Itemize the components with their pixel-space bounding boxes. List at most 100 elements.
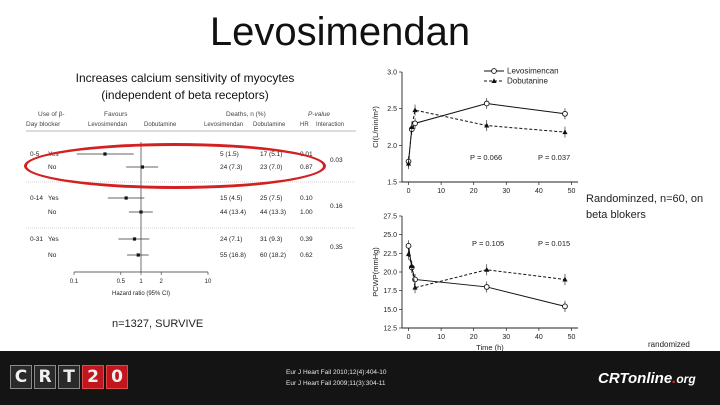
forest-tick-label: 0.5: [117, 279, 126, 285]
y-tick-label: 17.5: [383, 288, 397, 295]
x-tick-label: 10: [437, 334, 445, 341]
data-point: [409, 263, 415, 269]
row-dobu-deaths: 25 (7.5): [260, 195, 282, 202]
row-day: 0-31: [30, 236, 43, 243]
row-p-value: 0.62: [300, 252, 313, 259]
hr-point: [132, 237, 137, 241]
x-tick-label: 40: [535, 334, 543, 341]
x-tick-label: 0: [407, 334, 411, 341]
subtitle: Increases calcium sensitivity of myocyte…: [60, 70, 310, 104]
legend-label: Dobutanine: [507, 77, 548, 86]
highlight-oval: [24, 143, 326, 189]
subtitle-line-1: Increases calcium sensitivity of myocyte…: [75, 71, 295, 85]
row-levo-deaths: 44 (13.4): [220, 209, 246, 216]
p-annotation: P = 0.015: [538, 239, 570, 248]
logo-letter: 0: [106, 365, 128, 389]
y-axis-label: CI(L/min/m²): [371, 106, 380, 148]
forest-tick-label: 2: [159, 279, 163, 285]
x-tick-label: 10: [437, 188, 445, 195]
data-point: [412, 284, 418, 290]
row-dobu-deaths: 31 (9.3): [260, 236, 282, 243]
hr-point: [136, 253, 140, 257]
row-levo-deaths: 15 (4.5): [220, 195, 242, 202]
row-p-value: 0.39: [300, 236, 313, 243]
forest-axis: 0.1 0.5 1 2 10 Hazard ratio (95% CI): [70, 142, 212, 297]
series-line: [408, 245, 566, 307]
row-p-value: 1.00: [300, 209, 313, 216]
data-point: [562, 303, 568, 310]
x-tick-label: 20: [470, 188, 478, 195]
col-deaths-levo: Levosimendan: [204, 122, 243, 128]
logo-letter: T: [58, 365, 80, 389]
p-annotation: P = 0.066: [470, 153, 502, 162]
col-pvalue: P-value: [308, 111, 330, 118]
row-day: 0-14: [30, 195, 43, 202]
survive-note: n=1327, SURVIVE: [112, 318, 204, 330]
x-axis-label: Time (h): [476, 343, 504, 352]
x-tick-label: 0: [407, 188, 411, 195]
interaction-p-value: 0.03: [330, 157, 343, 164]
reference-1: Eur J Heart Fail 2010;12(4):404-10: [286, 369, 387, 376]
y-tick-label: 25.0: [383, 232, 397, 239]
references: Eur J Heart Fail 2010;12(4):404-10 Eur J…: [286, 367, 386, 389]
y-tick-label: 27.5: [383, 214, 397, 221]
data-point: [412, 120, 418, 127]
crtonline-logo[interactable]: CRTonline.org: [598, 370, 696, 387]
legend-marker: [491, 68, 497, 74]
interaction-p-value: 0.16: [330, 203, 343, 210]
row-dobu-deaths: 44 (13.3): [260, 209, 286, 216]
y-tick-label: 3.0: [387, 70, 397, 77]
y-tick-label: 20.0: [383, 270, 397, 277]
col-favours-dobu: Dobutamine: [144, 122, 177, 128]
data-point: [483, 100, 490, 107]
p-annotation: P = 0.105: [472, 239, 504, 248]
col-use-beta-2: Day blocker: [26, 121, 61, 128]
y-tick-label: 22.5: [383, 251, 397, 258]
crtonline-logo-dot: .: [672, 370, 677, 387]
logo-letter: 2: [82, 365, 104, 389]
data-point: [405, 243, 412, 249]
col-hr: HR: [300, 122, 309, 128]
p-annotation: P = 0.037: [538, 153, 570, 162]
col-use-beta-1: Use of β-: [38, 111, 65, 118]
hr-point: [124, 196, 128, 200]
x-tick-label: 20: [470, 334, 478, 341]
interaction-p-value: 0.35: [330, 244, 343, 251]
data-point: [562, 110, 568, 117]
col-interaction: Interaction: [316, 122, 344, 128]
y-tick-label: 15.0: [383, 307, 397, 314]
y-tick-label: 1.5: [387, 180, 397, 187]
row-levo-deaths: 24 (7.1): [220, 236, 242, 243]
y-tick-label: 2.5: [387, 106, 397, 113]
x-tick-label: 30: [502, 188, 510, 195]
forest-tick-label: 1: [139, 279, 143, 285]
y-axis-label: PCWP(mmHg): [371, 247, 380, 297]
ci-chart: 1.5 2.0 2.5 3.0 0 10 20 30 40 50 CI(L/min/m²) Levos…: [371, 67, 578, 195]
data-point: [409, 124, 415, 129]
forest-x-label: Hazard ratio (95% CI): [112, 291, 170, 297]
row-beta: Yes: [48, 195, 59, 202]
x-tick-label: 40: [535, 188, 543, 195]
data-point: [405, 251, 412, 257]
slide-title: Levosimendan: [209, 10, 471, 54]
y-tick-label: 12.5: [383, 326, 397, 333]
data-point: [484, 122, 490, 128]
logo-letter: R: [34, 365, 56, 389]
line-charts: 1.5 2.0 2.5 3.0 0 10 20 30 40 50 CI(L/min/m²) Levos…: [371, 67, 578, 352]
x-tick-label: 30: [502, 334, 510, 341]
legend-marker: [491, 78, 497, 83]
row-beta: Yes: [48, 236, 59, 243]
randomized-note: Randominzed, n=60, on beta blokers: [586, 193, 704, 221]
pcwp-chart: 12.5 15.0 17.5 20.0 22.5 25.0 27.5 0 10 20 30 40 50 P…: [371, 214, 578, 352]
x-tick-label: 50: [568, 334, 576, 341]
data-point: [484, 266, 490, 272]
row-beta: No: [48, 252, 57, 259]
row-p-value: 0.10: [300, 195, 313, 202]
col-favours: Favours: [104, 111, 128, 118]
forest-tick-label: 10: [205, 279, 212, 285]
logo-letter: C: [10, 365, 32, 389]
data-point: [483, 284, 490, 290]
row-levo-deaths: 55 (16.8): [220, 252, 246, 259]
